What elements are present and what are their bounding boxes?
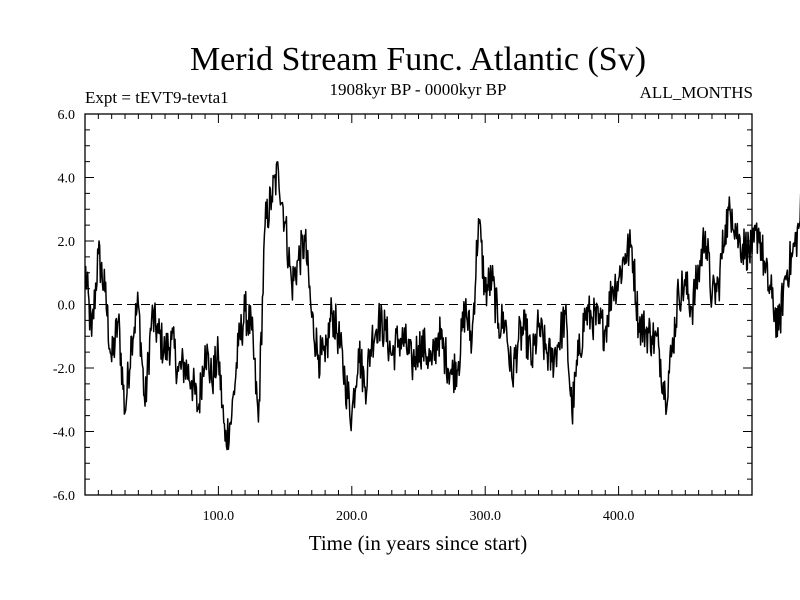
y-tick-label: 0.0 (58, 299, 76, 314)
experiment-label: Expt = tEVT9-tevta1 (85, 88, 229, 107)
y-tick-label: 2.0 (58, 235, 76, 250)
y-tick-label: -4.0 (53, 426, 75, 441)
x-axis-label: Time (in years since start) (309, 531, 528, 555)
chart-title: Merid Stream Func. Atlantic (Sv) (190, 41, 646, 78)
axes-layer: 6.0 4.0 2.0 0.0 -2.0 -4.0 -6.0 100.0 200.0 300.0 4… (53, 108, 752, 524)
x-tick-label: 300.0 (469, 509, 501, 524)
x-tick-label: 200.0 (336, 509, 368, 524)
x-tick-label: 400.0 (603, 509, 635, 524)
months-label: ALL_MONTHS (640, 83, 753, 102)
y-tick-label: -2.0 (53, 362, 75, 377)
y-tick-label: -6.0 (53, 489, 75, 504)
time-range-label: 1908kyr BP - 0000kyr BP (330, 80, 507, 99)
series-layer (84, 161, 800, 451)
series-line (84, 161, 800, 451)
x-tick-label: 100.0 (203, 509, 235, 524)
y-tick-label: 4.0 (58, 172, 76, 187)
y-tick-label: 6.0 (58, 108, 76, 123)
